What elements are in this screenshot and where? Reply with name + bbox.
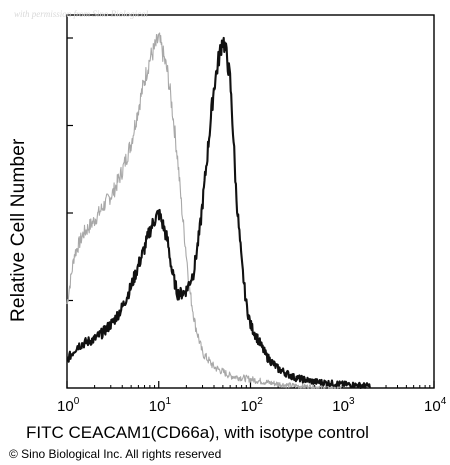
x-tick-label: 100: [57, 396, 80, 415]
series-layer: [66, 32, 371, 390]
x-axis-label: FITC CEACAM1(CD66a), with isotype contro…: [26, 423, 369, 442]
x-tick-label: 103: [332, 396, 355, 415]
y-axis-ticks: [67, 37, 73, 302]
copyright-notice: © Sino Biological Inc. All rights reserv…: [9, 447, 222, 461]
y-axis-label: Relative Cell Number: [8, 138, 29, 322]
x-tick-label: 102: [241, 396, 264, 415]
watermark: with permission from Sino Biological: [14, 9, 149, 19]
x-tick-label: 101: [149, 396, 172, 415]
plot-frame: [66, 14, 435, 389]
x-tick-label: 104: [424, 396, 447, 415]
series-line-isotype-control: [66, 32, 343, 389]
x-axis-ticks: 100 101 102 103 104: [57, 381, 447, 415]
series-line-ceacam1: [66, 36, 371, 390]
